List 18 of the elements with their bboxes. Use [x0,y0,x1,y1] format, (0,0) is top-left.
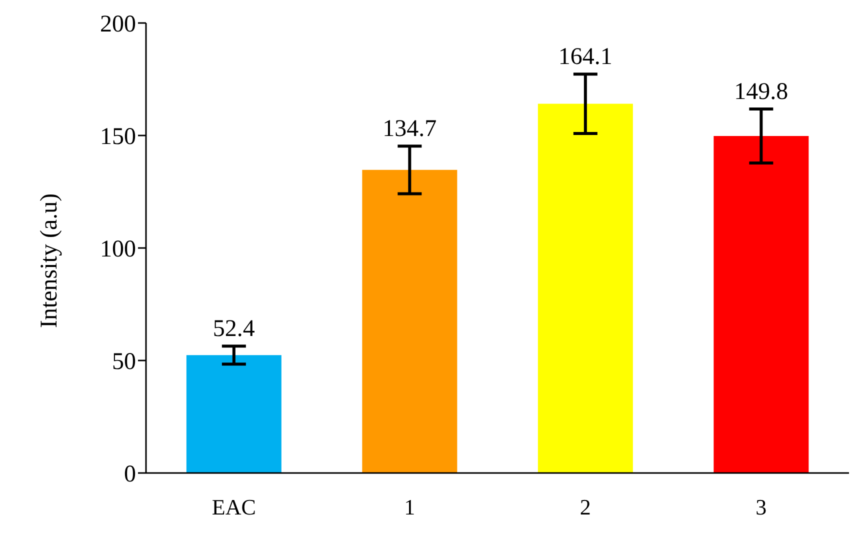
y-tick-label: 100 [100,236,136,263]
x-tick-label: 1 [404,494,416,520]
data-label: 164.1 [558,44,612,70]
bar [538,104,633,473]
data-label: 52.4 [212,316,255,342]
y-tick-label: 50 [112,349,136,376]
data-label: 149.8 [734,78,788,105]
bar [362,170,458,473]
data-label: 134.7 [382,116,437,142]
x-tick-label: 2 [580,494,591,520]
y-tick-label: 0 [124,462,136,488]
x-tick-label: 3 [756,494,767,520]
bar [714,136,809,473]
y-axis-title: Intensity (a.u) [36,193,63,328]
bar [186,355,282,473]
y-tick-label: 150 [100,124,136,150]
y-tick-label: 200 [100,12,136,38]
x-tick-label: EAC [212,494,256,520]
